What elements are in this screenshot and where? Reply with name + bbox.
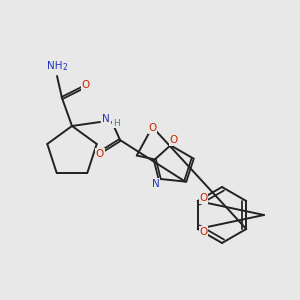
Text: O: O — [169, 135, 178, 145]
Text: O: O — [200, 193, 208, 203]
Text: O: O — [148, 124, 157, 134]
Text: O: O — [82, 80, 90, 90]
Text: 2: 2 — [63, 64, 68, 73]
Text: H: H — [112, 118, 119, 127]
Text: N: N — [102, 114, 110, 124]
Text: O: O — [200, 227, 208, 237]
Text: NH: NH — [47, 61, 63, 71]
Text: N: N — [152, 179, 160, 189]
Text: O: O — [96, 149, 104, 159]
